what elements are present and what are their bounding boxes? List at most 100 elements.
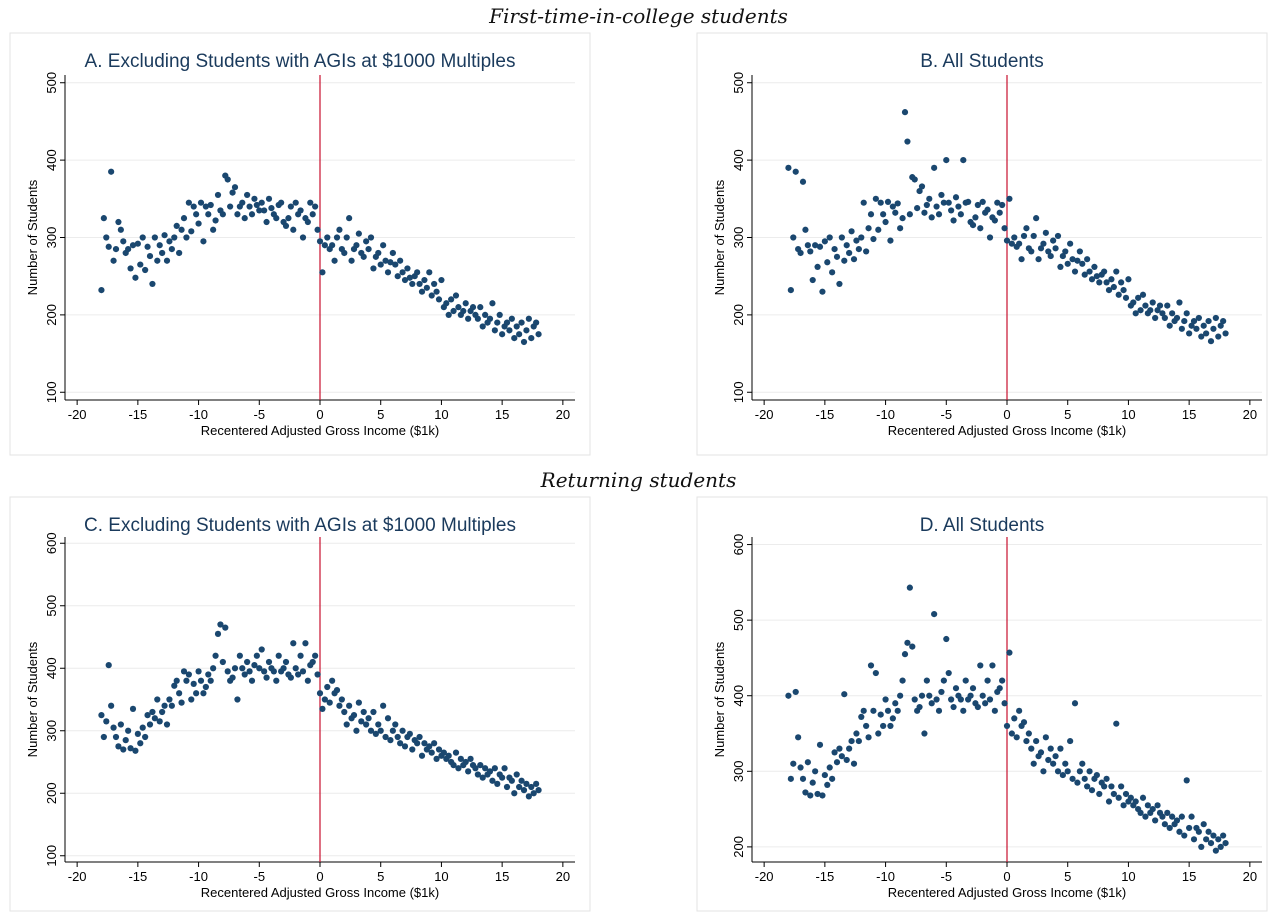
data-point <box>159 249 166 257</box>
data-point <box>1008 240 1015 247</box>
data-point <box>1127 794 1134 801</box>
data-point <box>1135 294 1142 301</box>
data-point <box>1132 798 1139 805</box>
data-point <box>176 690 183 697</box>
data-point <box>926 195 933 202</box>
data-point <box>382 257 389 264</box>
data-point <box>125 727 132 734</box>
data-point <box>911 176 918 183</box>
data-point <box>1149 299 1156 306</box>
data-point <box>1132 310 1139 317</box>
data-point <box>445 752 452 759</box>
data-point <box>792 688 799 696</box>
data-point <box>1054 768 1062 775</box>
data-point <box>1020 719 1028 726</box>
data-point <box>367 727 375 734</box>
data-point <box>877 711 884 718</box>
data-point <box>1183 310 1190 317</box>
y-tick-label: 100 <box>44 381 59 403</box>
data-point <box>295 671 302 678</box>
data-point <box>1122 294 1130 301</box>
data-point <box>1108 783 1115 790</box>
data-point <box>256 207 263 214</box>
data-point <box>1203 330 1210 337</box>
data-point <box>399 269 406 276</box>
data-point <box>1088 276 1096 283</box>
data-point <box>287 203 294 210</box>
data-point <box>333 234 341 241</box>
data-point <box>884 707 892 714</box>
data-point <box>884 198 892 206</box>
panel-frame <box>696 496 1268 912</box>
data-point <box>1222 330 1229 337</box>
data-point <box>443 300 450 307</box>
y-tick-label: 500 <box>44 595 59 617</box>
data-point <box>931 610 938 618</box>
data-point <box>1057 263 1064 271</box>
data-point <box>399 727 406 734</box>
data-point <box>1020 232 1028 240</box>
data-point <box>904 639 911 646</box>
data-point <box>829 775 836 782</box>
data-point <box>392 261 399 268</box>
data-point <box>1045 756 1052 764</box>
data-point <box>1110 790 1117 798</box>
data-point <box>139 234 146 241</box>
data-point <box>1071 700 1079 707</box>
data-point <box>278 199 285 206</box>
data-point <box>1169 310 1176 317</box>
data-point <box>792 168 799 175</box>
data-point <box>799 178 807 185</box>
data-point <box>178 699 185 706</box>
data-point <box>258 646 265 653</box>
data-point <box>1067 737 1074 745</box>
data-point <box>414 740 421 747</box>
data-point <box>280 665 287 672</box>
y-tick-label: 200 <box>731 836 746 858</box>
data-point <box>833 759 841 766</box>
data-point <box>809 276 816 284</box>
data-point <box>265 195 273 202</box>
y-tick-label: 200 <box>731 304 746 326</box>
data-point <box>321 696 328 703</box>
data-point <box>418 288 426 295</box>
data-point <box>1045 248 1052 255</box>
data-point <box>979 198 986 206</box>
data-point <box>142 733 149 741</box>
data-point <box>528 334 535 342</box>
data-point <box>1052 245 1059 252</box>
data-point <box>292 199 299 206</box>
data-point <box>307 199 314 206</box>
data-point <box>860 199 867 206</box>
data-point <box>365 715 372 722</box>
x-tick-label: 5 <box>377 407 384 422</box>
data-point <box>1220 317 1227 325</box>
data-point <box>210 665 217 672</box>
data-point <box>892 209 899 216</box>
data-point <box>166 696 173 703</box>
data-point <box>999 677 1006 684</box>
data-point <box>137 261 144 268</box>
data-point <box>200 690 207 697</box>
data-point <box>790 234 797 241</box>
data-point <box>1161 314 1168 322</box>
data-point <box>290 640 297 647</box>
data-point <box>1074 257 1081 264</box>
data-point <box>1113 268 1120 275</box>
data-point <box>996 209 1003 216</box>
data-point <box>309 658 316 666</box>
data-point <box>511 790 518 797</box>
x-tick-label: -10 <box>876 869 895 884</box>
data-point <box>316 690 324 697</box>
data-point <box>331 257 338 264</box>
x-tick-label: -15 <box>128 407 147 422</box>
data-point <box>241 215 248 222</box>
data-point <box>836 280 843 288</box>
data-point <box>435 296 443 303</box>
data-point <box>904 138 911 145</box>
data-point <box>115 218 122 226</box>
data-point <box>1203 836 1210 843</box>
data-point <box>270 668 277 675</box>
data-point <box>380 242 387 249</box>
data-point <box>188 696 195 703</box>
